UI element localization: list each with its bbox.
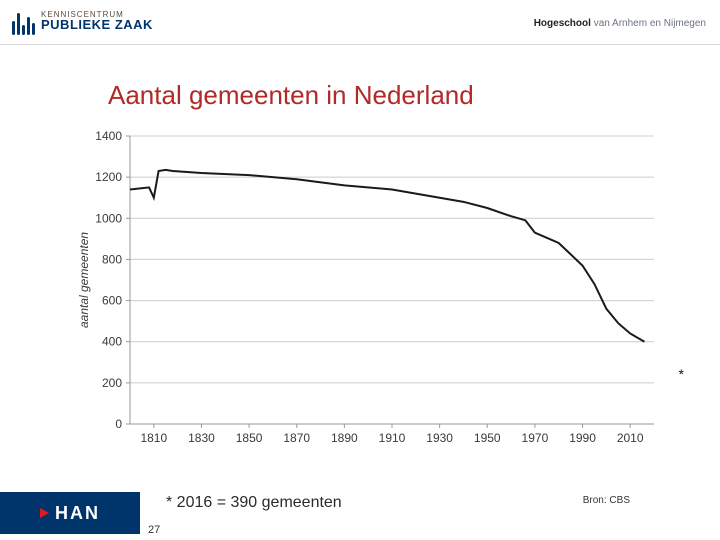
svg-text:800: 800 [102,252,122,266]
svg-text:1850: 1850 [236,431,263,445]
logo-hogeschool: Hogeschool van Arnhem en Nijmegen [534,18,706,29]
svg-text:1000: 1000 [95,211,122,225]
svg-text:200: 200 [102,376,122,390]
logo-mark [12,7,35,35]
svg-text:1950: 1950 [474,431,501,445]
svg-text:600: 600 [102,294,122,308]
svg-text:1970: 1970 [522,431,549,445]
svg-text:1890: 1890 [331,431,358,445]
svg-text:400: 400 [102,335,122,349]
han-badge: HAN [0,492,140,534]
svg-text:1400: 1400 [95,130,122,143]
logo-line2: PUBLIEKE ZAAK [41,17,153,32]
svg-text:1810: 1810 [140,431,167,445]
logo-kenniscentrum: KENNISCENTRUM PUBLIEKE ZAAK [12,7,153,35]
svg-text:0: 0 [115,417,122,431]
source-label: Bron: CBS [583,495,630,506]
footnote: * 2016 = 390 gemeenten [166,494,342,512]
svg-text:1870: 1870 [283,431,310,445]
footer: HAN * 2016 = 390 gemeenten Bron: CBS 27 [0,486,720,540]
slide-title: Aantal gemeenten in Nederland [108,80,474,111]
svg-text:aantal gemeenten: aantal gemeenten [77,232,91,328]
line-chart: 0 200 400 600 800 1000 1200 1400 1810 1830 1850 187… [72,130,664,450]
svg-text:1910: 1910 [379,431,406,445]
svg-text:2010: 2010 [617,431,644,445]
chart-area: 0 200 400 600 800 1000 1200 1400 1810 1830 1850 187… [72,130,664,450]
page-number: 27 [148,524,160,536]
logo-right-bold: Hogeschool [534,18,591,29]
svg-text:1990: 1990 [569,431,596,445]
asterisk-marker: * [679,366,684,382]
han-label: HAN [55,503,100,524]
logo-right-rest: van Arnhem en Nijmegen [594,18,706,29]
svg-text:1200: 1200 [95,170,122,184]
header-divider [0,44,720,45]
svg-text:1930: 1930 [426,431,453,445]
han-triangle-icon [40,508,49,518]
svg-text:1830: 1830 [188,431,215,445]
